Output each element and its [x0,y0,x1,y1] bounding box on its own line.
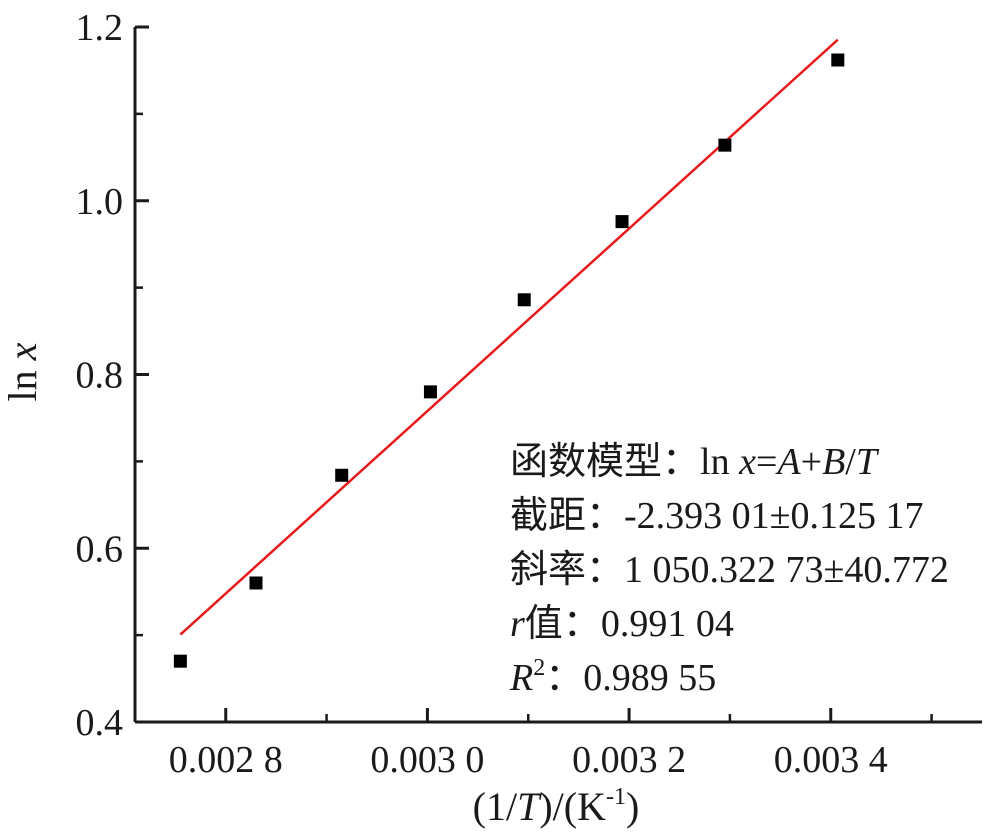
x-axis-title-mid: )/(K [539,784,606,829]
annotation-r2-sup: 2 [533,655,545,681]
fit-line-group [179,38,839,636]
annotation-model-fn: ln [700,441,739,483]
annotation-slope-value: 1 050.322 73±40.772 [624,549,949,591]
fit-line [179,38,839,636]
tick-labels: 0.4 0.6 0.8 1.0 1.2 0.002 8 0.003 0 0.003 2 0.00… [76,7,888,781]
y-tick-label: 0.4 [76,702,124,744]
x-axis-title: (1/T)/(K-1) [473,784,640,829]
y-tick-label: 1.0 [76,181,124,223]
data-point [335,468,349,482]
annotation-slope-sep: ： [586,549,624,591]
y-axis-title-var: x [0,342,45,361]
data-point [718,138,732,152]
annotation-r2-value: 0.989 55 [583,657,716,699]
annotation-r-value: 0.991 04 [601,603,734,645]
y-tick-label: 0.6 [76,528,124,570]
annotation-r: r值：0.991 04 [510,603,734,645]
data-point [831,53,845,67]
annotation-r2-sep: ： [545,657,583,699]
data-point [423,385,437,399]
y-axis-title: ln x [0,342,45,401]
annotation-model-plus: + [801,441,822,483]
y-tick-label: 1.2 [76,7,124,49]
ticks [135,25,933,724]
annotation-model: 函数模型：ln x=A+B/T [510,441,880,483]
data-point [615,215,629,229]
data-point [173,654,187,668]
data-point [249,576,263,590]
annotation-slope-label: 斜率 [510,549,586,591]
x-axis-title-close: ) [626,784,639,829]
x-axis-title-var: T [517,784,542,829]
data-points [173,53,845,668]
annotation-r2: R2：0.989 55 [509,655,716,699]
annotation-model-var: x [738,441,756,483]
y-tick-label: 0.8 [76,355,124,397]
annotation-model-sep: ： [662,441,700,483]
annotation-r-var: r [510,603,525,645]
data-point [517,293,531,307]
annotation-model-eq: = [756,441,777,483]
annotation-model-b: B [822,441,845,483]
x-tick-label: 0.002 8 [169,739,283,781]
x-tick-label: 0.003 0 [370,739,484,781]
annotation-model-t: T [856,441,880,483]
annotation-intercept: 截距：-2.393 01±0.125 17 [510,495,924,537]
annotation-intercept-value: -2.393 01±0.125 17 [624,495,924,537]
annotation-model-label: 函数模型 [510,441,662,483]
y-axis-title-fn: ln [0,360,45,401]
x-axis-title-open: (1/ [473,784,518,829]
annotation-intercept-sep: ： [586,495,624,537]
fit-annotation: 函数模型：ln x=A+B/T 截距：-2.393 01±0.125 17 斜率… [509,441,949,699]
annotation-r-sep: ： [563,603,601,645]
annotation-model-a: A [774,441,801,483]
annotation-intercept-label: 截距 [510,495,586,537]
annotation-slope: 斜率：1 050.322 73±40.772 [510,549,949,591]
annotation-r2-var: R [509,657,533,699]
x-tick-label: 0.003 2 [572,739,686,781]
x-tick-label: 0.003 4 [774,739,888,781]
x-axis-title-sup: -1 [606,784,626,810]
annotation-model-slash: / [845,441,856,483]
annotation-r-label: 值 [525,603,563,645]
